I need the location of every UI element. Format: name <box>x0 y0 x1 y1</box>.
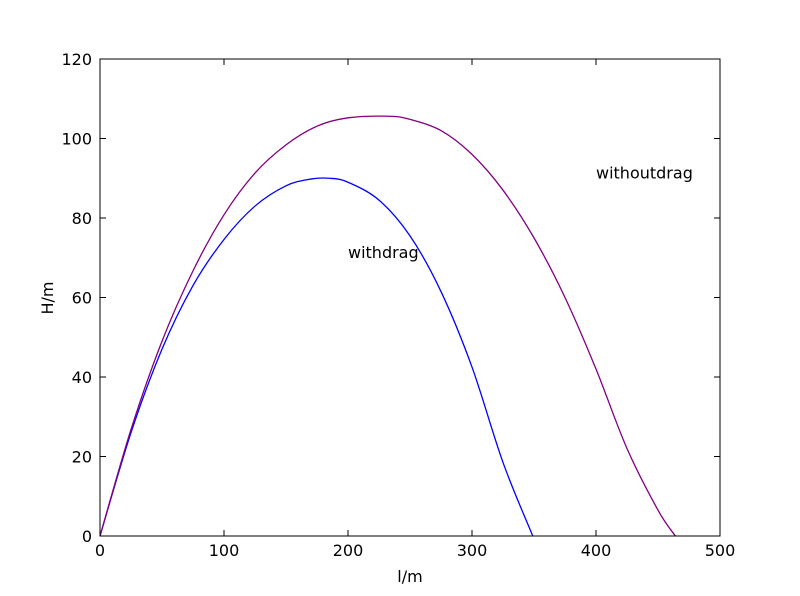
y-tick-label: 40 <box>72 368 92 387</box>
series-line-1 <box>99 115 676 537</box>
annotation-layer: withdrag withoutdrag <box>348 163 693 262</box>
x-tick-label: 300 <box>457 541 488 560</box>
plot-frame <box>99 58 721 537</box>
series-layer <box>99 115 676 537</box>
y-tick-label: 80 <box>72 209 92 228</box>
y-tick-label: 100 <box>61 130 92 149</box>
y-tick-label: 60 <box>72 289 92 308</box>
x-tick-label: 400 <box>581 541 612 560</box>
annotation-0: withdrag <box>348 243 419 262</box>
x-axis-label: l/m <box>397 567 422 586</box>
x-tick-label: 100 <box>209 541 240 560</box>
x-tick-label: 200 <box>333 541 364 560</box>
x-tick-label: 500 <box>705 541 736 560</box>
y-tick-label: 0 <box>82 527 92 546</box>
y-axis-label: H/m <box>38 281 57 314</box>
series-line-0 <box>99 177 534 537</box>
y-tick-label: 20 <box>72 448 92 467</box>
annotation-1: withoutdrag <box>596 163 693 182</box>
x-tick-label: 0 <box>95 541 105 560</box>
y-tick-label: 120 <box>61 50 92 69</box>
